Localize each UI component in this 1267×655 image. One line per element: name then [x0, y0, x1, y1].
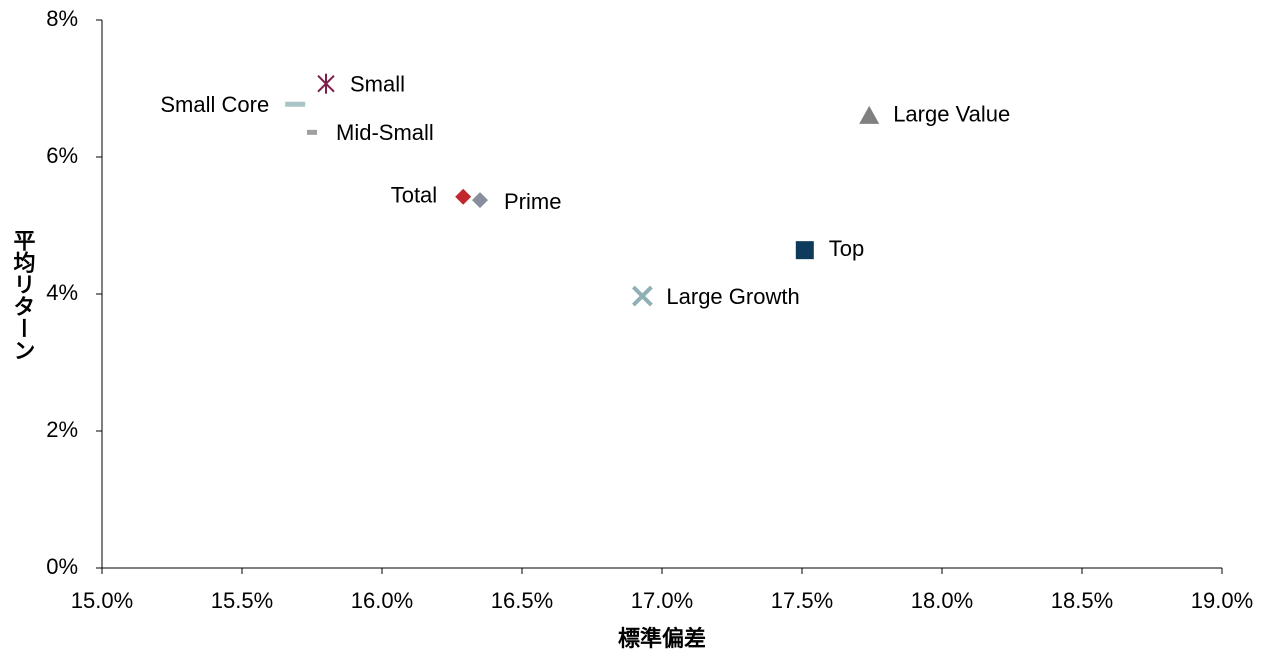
point — [859, 105, 880, 124]
y-axis-title: 平均リターン — [10, 229, 36, 361]
x-tick-label: 16.5% — [491, 588, 553, 613]
x-tick-label: 16.0% — [351, 588, 413, 613]
point-label: Large Growth — [666, 284, 799, 309]
point-label: Total — [391, 183, 437, 208]
y-tick-label: 6% — [46, 143, 78, 168]
point — [472, 192, 488, 209]
x-axis-title: 標準偏差 — [618, 626, 706, 652]
x-tick-label: 18.5% — [1051, 588, 1113, 613]
y-tick-label: 8% — [46, 6, 78, 31]
point — [795, 241, 814, 260]
x-tick-label: 19.0% — [1191, 588, 1253, 613]
point-label: Small — [350, 72, 405, 97]
x-tick-label: 15.5% — [211, 588, 273, 613]
point — [631, 285, 653, 307]
point — [285, 101, 306, 107]
x-tick-label: 18.0% — [911, 588, 973, 613]
point-label: Large Value — [893, 102, 1010, 127]
point — [317, 73, 335, 94]
x-tick-label: 15.0% — [71, 588, 133, 613]
point-label: Mid-Small — [336, 120, 434, 145]
y-tick-label: 4% — [46, 280, 78, 305]
point-label: Prime — [504, 189, 561, 214]
point — [307, 129, 317, 135]
point — [455, 188, 472, 205]
x-tick-label: 17.5% — [771, 588, 833, 613]
y-tick-label: 2% — [46, 417, 78, 442]
x-tick-label: 17.0% — [631, 588, 693, 613]
point-label: Small Core — [160, 92, 269, 117]
point-label: Top — [829, 236, 864, 261]
y-tick-label: 0% — [46, 554, 78, 579]
